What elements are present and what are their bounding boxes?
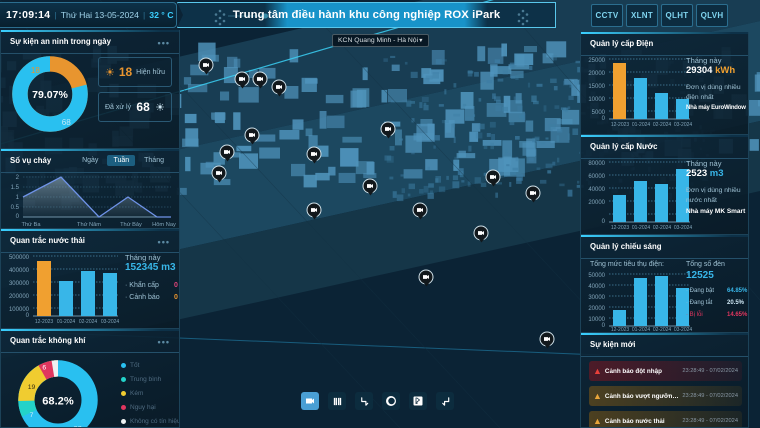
svg-text:40000: 40000 [588, 187, 605, 193]
svg-text:68.2%: 68.2% [42, 395, 74, 407]
svg-text:30000: 30000 [588, 295, 605, 301]
svg-text:02-2024: 02-2024 [79, 319, 98, 325]
svg-text:15000: 15000 [588, 84, 605, 90]
svg-text:6: 6 [42, 364, 46, 371]
svg-text:300000: 300000 [9, 281, 30, 287]
svg-text:0: 0 [16, 214, 20, 220]
svg-text:12-2023: 12-2023 [35, 319, 54, 325]
svg-text:20000: 20000 [588, 306, 605, 312]
svg-text:0.5: 0.5 [11, 205, 20, 211]
svg-text:Thứ Bảy: Thứ Bảy [120, 222, 142, 228]
svg-text:68: 68 [73, 424, 82, 428]
svg-text:80000: 80000 [588, 161, 605, 167]
svg-text:1.5: 1.5 [11, 185, 20, 191]
svg-text:18: 18 [31, 66, 41, 75]
svg-text:02-2024: 02-2024 [653, 122, 672, 128]
svg-text:1: 1 [16, 195, 20, 201]
svg-text:0: 0 [602, 323, 606, 329]
svg-text:02-2024: 02-2024 [653, 327, 672, 331]
svg-text:10000: 10000 [588, 97, 605, 103]
svg-text:03-2024: 03-2024 [674, 225, 693, 231]
svg-text:Thứ Năm: Thứ Năm [77, 222, 101, 228]
svg-text:20000: 20000 [588, 71, 605, 77]
svg-text:01-2024: 01-2024 [632, 122, 651, 128]
svg-text:01-2024: 01-2024 [57, 319, 76, 325]
svg-text:0: 0 [26, 313, 30, 319]
svg-text:7: 7 [30, 412, 34, 419]
svg-text:03-2024: 03-2024 [101, 319, 120, 325]
svg-text:200000: 200000 [9, 294, 30, 300]
svg-text:01-2024: 01-2024 [632, 225, 651, 231]
svg-text:400000: 400000 [9, 268, 30, 274]
svg-text:03-2024: 03-2024 [674, 327, 693, 331]
svg-text:02-2024: 02-2024 [653, 225, 672, 231]
svg-text:19: 19 [28, 384, 36, 391]
svg-text:50000: 50000 [588, 273, 605, 279]
svg-text:40000: 40000 [588, 284, 605, 290]
svg-text:68: 68 [62, 118, 72, 127]
svg-text:Thứ Ba: Thứ Ba [22, 222, 42, 228]
svg-text:01-2024: 01-2024 [632, 327, 651, 331]
svg-text:79.07%: 79.07% [32, 89, 68, 101]
svg-text:60000: 60000 [588, 174, 605, 180]
svg-text:0: 0 [602, 116, 606, 122]
svg-text:Hôm Nay: Hôm Nay [152, 222, 176, 228]
svg-text:25000: 25000 [588, 58, 605, 64]
svg-text:500000: 500000 [9, 255, 30, 261]
svg-text:03-2024: 03-2024 [674, 122, 693, 128]
svg-text:0: 0 [602, 219, 606, 225]
svg-text:12-2023: 12-2023 [611, 327, 630, 331]
svg-text:2: 2 [16, 175, 20, 181]
svg-text:12-2023: 12-2023 [611, 225, 630, 231]
svg-text:12-2023: 12-2023 [611, 122, 630, 128]
svg-text:20000: 20000 [588, 200, 605, 206]
